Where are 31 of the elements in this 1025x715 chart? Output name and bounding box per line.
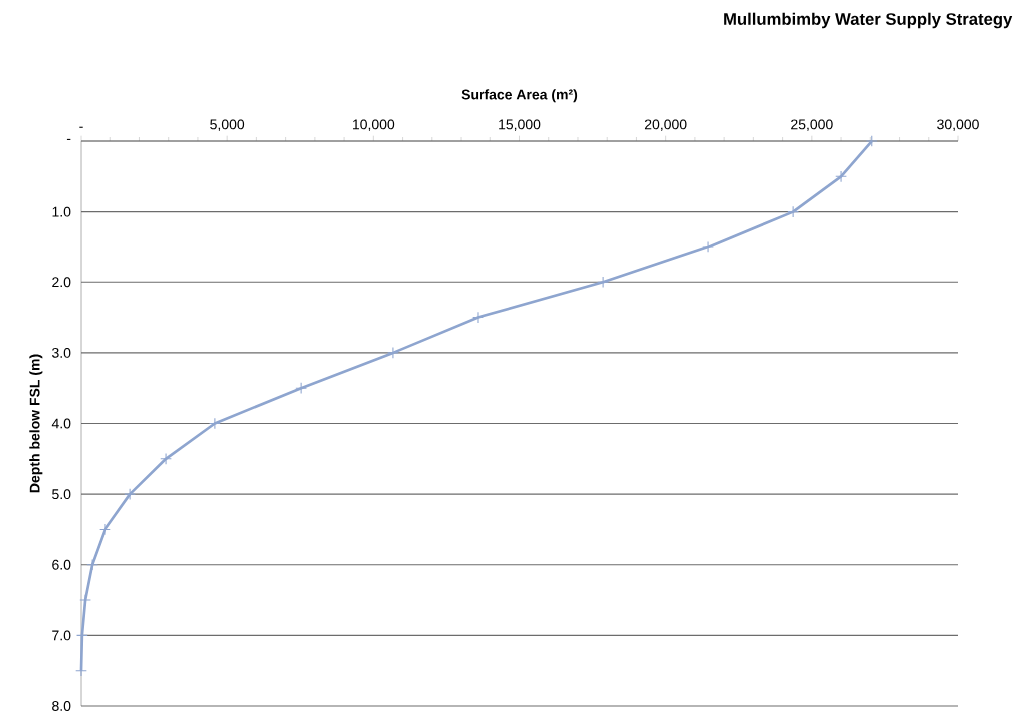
point: [124, 488, 136, 501]
point: [86, 558, 98, 571]
y-tick-label: 2.0: [52, 277, 71, 288]
chart-title: Mullumbimby Water Supply Strategy: [724, 12, 1013, 29]
y-tick-label: 6.0: [52, 559, 71, 570]
point: [597, 276, 609, 289]
x-tick-label: 20,000: [644, 119, 687, 131]
y-axis-title: Depth below FSL (m): [29, 354, 43, 493]
point: [209, 417, 221, 430]
y-tick-label: 4.0: [51, 418, 71, 429]
x-tick-label: 25,000: [791, 119, 833, 131]
y-tick-label: -: [66, 138, 71, 140]
x-tick-label: 10,000: [352, 119, 395, 131]
y-tick-label: 7.0: [52, 630, 71, 641]
point: [472, 311, 484, 324]
point: [702, 241, 714, 253]
x-tick-label: 30,000: [937, 119, 979, 131]
point: [295, 382, 307, 395]
point: [865, 135, 878, 147]
point: [787, 205, 799, 218]
y-tick-label: 1.0: [52, 206, 71, 217]
x-tick-label: 5,000: [210, 119, 245, 131]
y-tick-label: 8.0: [52, 701, 71, 711]
point: [835, 170, 847, 183]
x-axis-title: Surface Area (m²): [461, 89, 578, 103]
point: [387, 347, 399, 359]
x-tick-label: 15,000: [499, 119, 541, 131]
y-tick-label: 5.0: [52, 489, 71, 500]
point: [160, 452, 172, 465]
point: [99, 523, 111, 536]
y-tick-label: 3.0: [52, 347, 71, 358]
